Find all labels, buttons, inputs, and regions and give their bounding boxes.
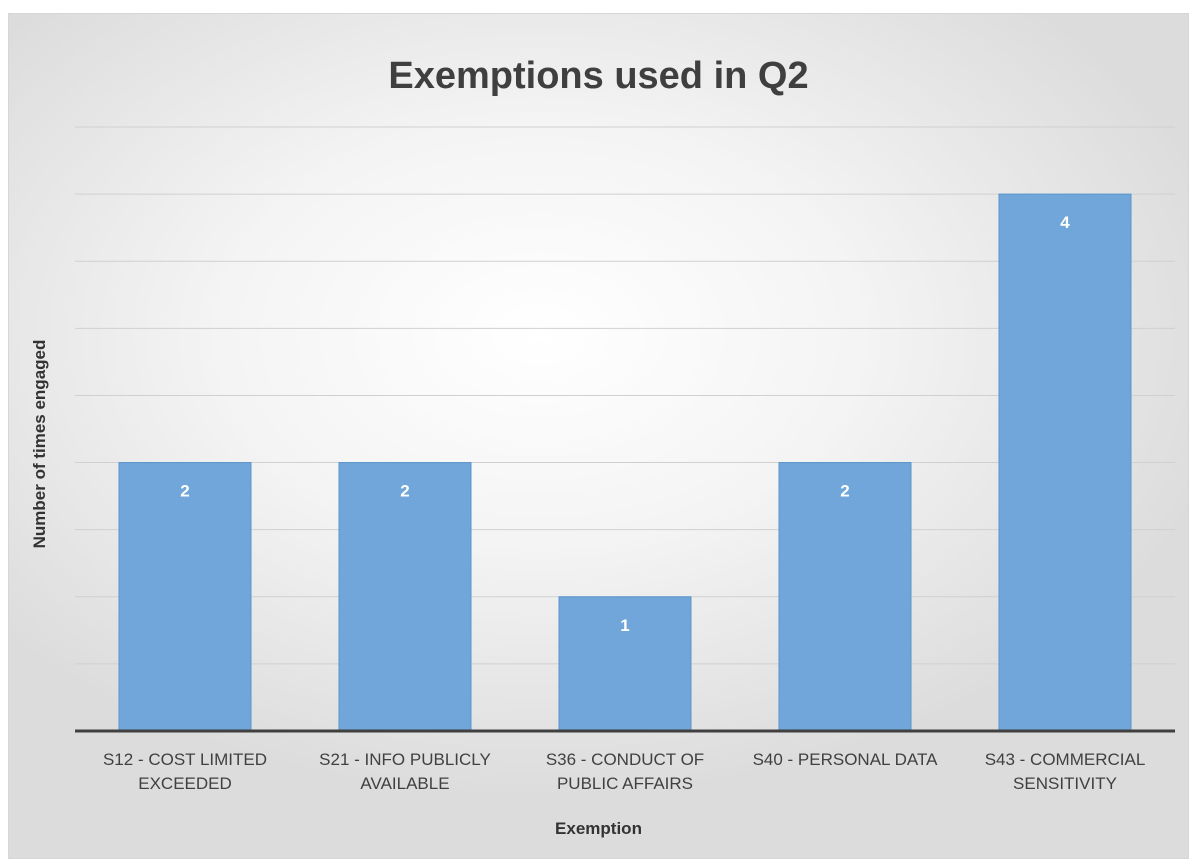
data-label: 2 (180, 482, 189, 501)
bar (338, 462, 472, 732)
data-label: 2 (840, 482, 849, 501)
data-label: 2 (400, 482, 409, 501)
category-label: S21 - INFO PUBLICLY AVAILABLE (305, 748, 505, 796)
bar (998, 193, 1132, 732)
category-label: S12 - COST LIMITED EXCEEDED (85, 748, 285, 796)
category-label-line: S12 - COST LIMITED (102, 750, 268, 769)
category-label-line: S36 - CONDUCT OF (545, 750, 705, 769)
bar (778, 462, 912, 732)
category-label: S36 - CONDUCT OF PUBLIC AFFAIRS (525, 748, 725, 796)
category-label-line: S21 - INFO PUBLICLY (319, 750, 491, 769)
data-label: 1 (620, 616, 629, 635)
chart-title: Exemptions used in Q2 (388, 55, 809, 97)
category-label: S40 - PERSONAL DATA (745, 748, 945, 772)
category-label-line: S43 - COMMERCIAL (984, 750, 1146, 769)
category-label-line: SENSITIVITY (1013, 774, 1117, 793)
x-axis-title: Exemption (555, 819, 642, 838)
chart-frame: Exemptions used in Q2 2 2 1 2 4 Number of ti… (8, 13, 1189, 859)
chart-plot: 2 2 1 2 4 (75, 126, 1175, 733)
data-label: 4 (1060, 213, 1070, 232)
category-label-line: PUBLIC AFFAIRS (556, 774, 694, 793)
bar (558, 596, 692, 732)
category-label: S43 - COMMERCIAL SENSITIVITY (965, 748, 1165, 796)
category-label-line: AVAILABLE (360, 774, 450, 793)
y-axis-title: Number of times engaged (30, 339, 49, 549)
bar (118, 462, 252, 732)
category-label-line: S40 - PERSONAL DATA (752, 750, 938, 769)
category-label-line: EXCEEDED (138, 774, 232, 793)
